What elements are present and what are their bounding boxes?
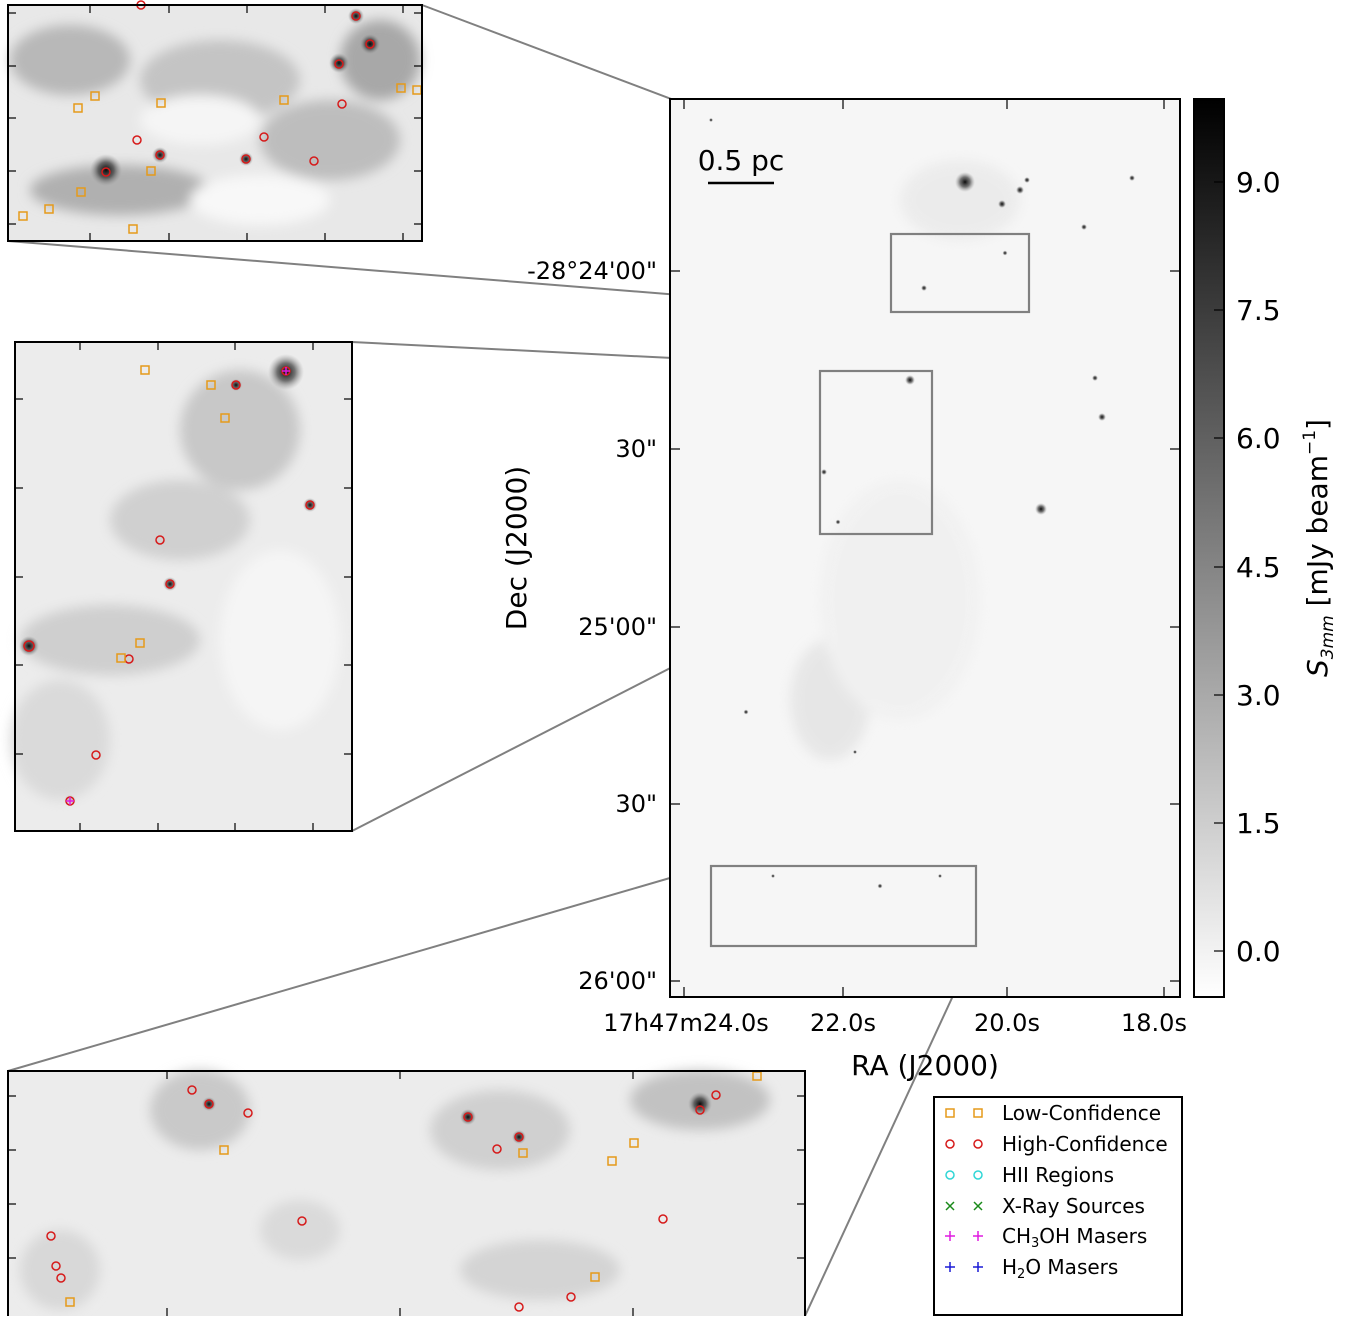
square-marker-icon: [945, 1108, 955, 1118]
inset-top-ticks: [8, 5, 422, 241]
ra-tick-label: 20.0s: [974, 1009, 1040, 1037]
circle-marker-icon: [973, 1170, 983, 1180]
high-confidence-markers: [46, 1085, 721, 1312]
legend-item-hii-regions: HII Regions: [945, 1163, 1114, 1187]
dec-tick-label: 30": [615, 435, 657, 463]
ch3oh-maser-markers: [66, 367, 290, 805]
colorbar-label: S3mm [mJy beam−1]: [1300, 419, 1338, 677]
zoom-box-bottom: [709, 864, 978, 948]
colorbar-tick-label: 0.0: [1236, 935, 1281, 968]
x-axis-label: RA (J2000): [851, 1049, 999, 1082]
colorbar-tick-label: 1.5: [1236, 807, 1281, 840]
plus-marker-icon: [973, 1231, 983, 1241]
circle-marker-icon: [945, 1139, 955, 1149]
legend-item-h2o-masers: H2O Masers: [945, 1255, 1118, 1282]
ra-tick-label: 18.0s: [1121, 1009, 1187, 1037]
dec-tick-label: -28°24'00": [527, 257, 657, 285]
colorbar-ticks: [1214, 181, 1224, 952]
square-marker-icon: [973, 1108, 983, 1118]
legend-label: X-Ray Sources: [1002, 1194, 1145, 1218]
main-panel-ticks: [670, 99, 1180, 997]
legend-item-low-confidence: Low-Confidence: [945, 1101, 1161, 1125]
zoom-box-middle: [818, 369, 934, 536]
scale-bar-label: 0.5 pc: [698, 144, 785, 177]
colorbar-tick-label: 3.0: [1236, 679, 1281, 712]
inset-middle: [10, 341, 353, 832]
dec-tick-label: 25'00": [578, 613, 657, 641]
inset-middle-ticks: [15, 342, 352, 831]
colorbar-tick-label: 9.0: [1236, 166, 1281, 199]
plus-marker-icon: [945, 1262, 955, 1272]
y-axis-label: Dec (J2000): [500, 466, 533, 630]
inset-bottom-ticks: [8, 1071, 805, 1316]
legend-label: Low-Confidence: [1002, 1101, 1161, 1125]
legend-label: H2O Masers: [1002, 1255, 1118, 1282]
inset-top: [7, 0, 423, 242]
ra-tick-label: 17h47m24.0s: [603, 1009, 769, 1037]
plus-marker-icon: [973, 1262, 983, 1272]
x-marker-icon: [945, 1201, 955, 1211]
dec-tick-label: 30": [615, 790, 657, 818]
x-marker-icon: [973, 1201, 983, 1211]
colorbar-tick-label: 7.5: [1236, 294, 1281, 327]
circle-marker-icon: [945, 1170, 955, 1180]
legend-item-high-confidence: High-Confidence: [945, 1132, 1168, 1156]
ra-tick-label: 22.0s: [810, 1009, 876, 1037]
circle-marker-icon: [973, 1139, 983, 1149]
low-confidence-markers: [116, 365, 230, 663]
main-map-panel: 0.5 pc 17h47m24.: [500, 98, 1187, 1082]
inset-bottom: [7, 1070, 806, 1319]
low-confidence-markers: [18, 83, 422, 234]
zoom-box-top: [889, 232, 1031, 314]
legend-label: High-Confidence: [1002, 1132, 1168, 1156]
legend-label: HII Regions: [1002, 1163, 1114, 1187]
legend: Low-Confidence High-Confidence HII Regio…: [933, 1096, 1183, 1316]
legend-item-ch3oh-masers: CH3OH Masers: [945, 1224, 1147, 1251]
colorbar-tick-label: 6.0: [1236, 422, 1281, 455]
dec-tick-label: 26'00": [578, 967, 657, 995]
legend-item-x-ray-sources: X-Ray Sources: [945, 1194, 1145, 1218]
plus-marker-icon: [945, 1231, 955, 1241]
legend-label: CH3OH Masers: [1002, 1224, 1147, 1251]
colorbar-tick-label: 4.5: [1236, 551, 1281, 584]
colorbar: 9.0 7.5 6.0 4.5 3.0 1.5 0.0 S3mm [mJy be…: [1193, 98, 1338, 998]
